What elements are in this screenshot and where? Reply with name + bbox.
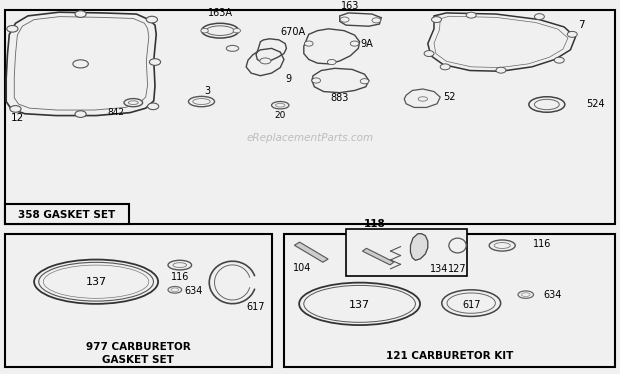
Ellipse shape	[299, 283, 420, 325]
Circle shape	[312, 78, 321, 83]
Text: 9: 9	[285, 74, 291, 84]
Circle shape	[360, 79, 369, 84]
Ellipse shape	[73, 60, 89, 68]
Text: 634: 634	[185, 286, 203, 295]
Text: 617: 617	[462, 300, 480, 310]
Text: 20: 20	[275, 111, 286, 120]
Ellipse shape	[447, 293, 495, 313]
Circle shape	[7, 25, 18, 32]
Circle shape	[567, 31, 577, 37]
Text: 163A: 163A	[208, 8, 232, 18]
Text: 137: 137	[86, 278, 107, 288]
Ellipse shape	[276, 103, 285, 107]
Circle shape	[340, 17, 349, 22]
Ellipse shape	[489, 240, 515, 251]
Circle shape	[372, 18, 381, 23]
Polygon shape	[294, 242, 328, 262]
Text: 977 CARBURETOR
GASKET SET: 977 CARBURETOR GASKET SET	[86, 342, 190, 365]
Circle shape	[10, 105, 21, 112]
Polygon shape	[410, 234, 428, 260]
Text: 127: 127	[448, 264, 467, 274]
Ellipse shape	[202, 23, 239, 38]
Text: 52: 52	[443, 92, 456, 102]
Text: 121 CARBURETOR KIT: 121 CARBURETOR KIT	[386, 351, 513, 361]
Ellipse shape	[38, 262, 153, 301]
Ellipse shape	[206, 26, 234, 36]
Polygon shape	[363, 248, 394, 265]
Text: 12: 12	[11, 113, 24, 123]
Ellipse shape	[418, 97, 428, 101]
Ellipse shape	[441, 290, 501, 316]
Text: 116: 116	[533, 239, 552, 249]
Text: 7: 7	[578, 20, 585, 30]
Ellipse shape	[226, 45, 239, 51]
Text: 9A: 9A	[361, 39, 374, 49]
Circle shape	[149, 59, 161, 65]
Ellipse shape	[188, 96, 215, 107]
Text: eReplacementParts.com: eReplacementParts.com	[246, 133, 374, 143]
Text: 883: 883	[330, 94, 349, 104]
Ellipse shape	[534, 99, 559, 110]
Circle shape	[350, 41, 359, 46]
Circle shape	[432, 16, 441, 22]
Ellipse shape	[168, 286, 182, 293]
Bar	[346, 229, 467, 276]
Text: 163: 163	[341, 1, 360, 12]
Text: 3: 3	[205, 86, 211, 96]
Circle shape	[233, 28, 241, 33]
Bar	[5, 10, 615, 224]
Text: 617: 617	[247, 302, 265, 312]
Ellipse shape	[168, 260, 192, 270]
Ellipse shape	[43, 265, 149, 298]
Bar	[5, 234, 272, 367]
Ellipse shape	[171, 288, 179, 292]
Ellipse shape	[128, 101, 138, 104]
Circle shape	[148, 103, 159, 110]
Text: 634: 634	[543, 290, 562, 300]
Ellipse shape	[193, 99, 210, 104]
Circle shape	[75, 11, 86, 17]
Circle shape	[304, 41, 313, 46]
Text: 842: 842	[107, 108, 124, 117]
Bar	[284, 234, 615, 367]
Ellipse shape	[272, 102, 289, 109]
Text: 134: 134	[430, 264, 448, 274]
Text: 137: 137	[349, 300, 370, 310]
Circle shape	[466, 12, 476, 18]
Circle shape	[440, 64, 450, 70]
Ellipse shape	[34, 260, 158, 304]
Circle shape	[146, 16, 157, 23]
Circle shape	[327, 59, 336, 65]
Text: 524: 524	[587, 99, 605, 110]
Ellipse shape	[494, 243, 510, 248]
Circle shape	[534, 14, 544, 19]
Circle shape	[424, 50, 434, 56]
Ellipse shape	[260, 58, 271, 64]
Circle shape	[201, 28, 208, 33]
Ellipse shape	[521, 293, 530, 297]
Circle shape	[554, 57, 564, 63]
Text: 670A: 670A	[280, 27, 306, 37]
Ellipse shape	[449, 238, 466, 253]
Text: 116: 116	[170, 272, 189, 282]
Ellipse shape	[518, 291, 533, 298]
Text: 118: 118	[364, 219, 386, 229]
Circle shape	[75, 111, 86, 117]
Ellipse shape	[173, 263, 187, 267]
Ellipse shape	[529, 97, 565, 112]
Text: 358 GASKET SET: 358 GASKET SET	[19, 209, 115, 220]
Ellipse shape	[124, 99, 143, 107]
Circle shape	[496, 67, 506, 73]
Ellipse shape	[304, 285, 415, 322]
Text: 104: 104	[293, 263, 312, 273]
Bar	[5, 204, 129, 224]
